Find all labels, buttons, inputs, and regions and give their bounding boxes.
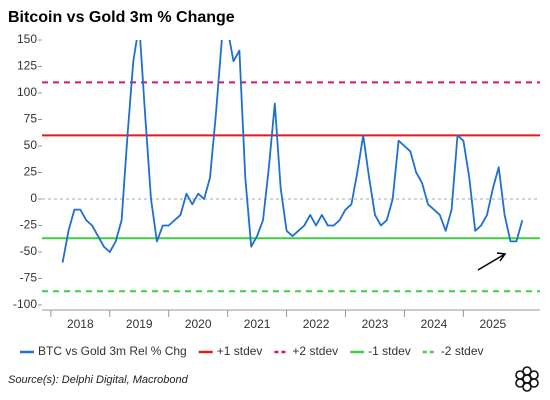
x-tick-label: 2021	[244, 317, 271, 331]
y-tick-label: -75	[20, 271, 38, 285]
y-tick-label: -50	[20, 244, 38, 258]
y-tick-label: 50	[24, 138, 38, 152]
y-tick-label: 125	[17, 59, 37, 73]
y-tick-label: -25	[20, 218, 38, 232]
y-tick-label: 0	[30, 191, 37, 205]
x-tick-label: 2024	[421, 317, 448, 331]
x-tick-label: 2018	[67, 317, 94, 331]
data-line	[61, 40, 524, 263]
y-tick-label: -100	[13, 297, 37, 311]
x-tick-label: 2023	[362, 317, 389, 331]
x-tick-label: 2020	[185, 317, 212, 331]
y-tick-label: 75	[24, 112, 38, 126]
logo	[515, 366, 539, 392]
plot-area	[42, 40, 540, 293]
legend-label: +1 stdev	[217, 344, 263, 358]
y-tick-label: 25	[24, 165, 38, 179]
arrow	[477, 252, 507, 271]
x-tick-label: 2019	[126, 317, 153, 331]
x-tick-label: 2022	[303, 317, 330, 331]
y-tick-label: 150	[17, 32, 37, 46]
y-tick-label: 100	[17, 85, 37, 99]
legend-label: -1 stdev	[368, 344, 411, 358]
legend-label: -2 stdev	[441, 344, 484, 358]
chart-title: Bitcoin vs Gold 3m % Change	[8, 9, 235, 26]
legend-label: BTC vs Gold 3m Rel % Chg	[38, 344, 187, 358]
x-tick-label: 2025	[480, 317, 507, 331]
legend-label: +2 stdev	[292, 344, 338, 358]
source: Source(s): Delphi Digital, Macrobond	[8, 374, 189, 386]
